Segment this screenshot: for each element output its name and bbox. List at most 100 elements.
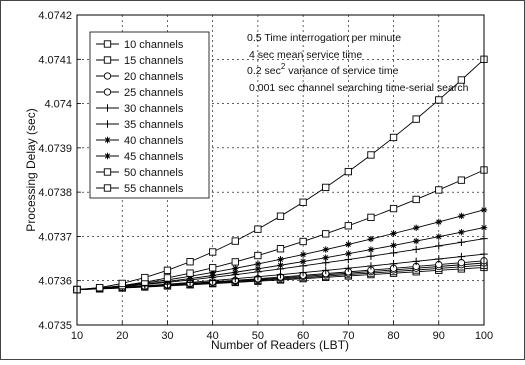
y-tick-label-4: 4.0739 [38,143,72,155]
tick-labels: 10 20 30 40 50 60 70 80 90 100 4.0735 4.0736 4.0737 4… [38,10,493,342]
y-tick-label-7: 4.0742 [38,10,72,22]
x-tick-label-60: 60 [297,330,309,342]
data-point-s9-p9 [276,212,285,220]
data-point-s6-p14 [390,242,397,249]
legend-marker-1 [103,56,112,64]
legend-entry-5: 35 channels [96,119,184,131]
data-point-s9-p17 [457,76,466,84]
data-point-s5-p16 [435,242,443,250]
data-point-s7-p12 [345,241,352,248]
data-point-s4-p11 [322,266,330,275]
legend-entry-6: 40 channels [96,135,184,147]
data-point-s9-p8 [254,225,262,233]
legend-marker-4 [103,104,112,112]
data-point-s7-p8 [254,260,262,268]
data-point-s9-p12 [344,167,352,176]
legend-label-2: 20 channels [124,71,184,83]
x-tick-label-100: 100 [475,330,493,342]
annotation-variance: 0.2 sec2 variance of service time [247,62,399,77]
data-point-s9-p14 [389,133,398,142]
data-point-s6-p8 [254,265,262,273]
legend-marker-8 [103,168,112,176]
data-point-s8-p9 [276,245,285,253]
data-point-s3-p17 [457,259,466,267]
x-tick-label-10: 10 [71,330,83,342]
data-point-s9-p2 [118,279,126,288]
data-point-s9-p1 [95,283,104,292]
data-point-s9-p5 [186,258,194,266]
x-tick-label-30: 30 [161,330,173,342]
data-point-s8-p13 [367,213,375,222]
x-tick-label-80: 80 [387,330,399,342]
data-point-s5-p14 [389,249,398,257]
data-point-s5-p13 [367,252,375,260]
x-tick-label-40: 40 [207,330,219,342]
data-point-s7-p9 [277,256,284,263]
data-point-s9-p11 [322,183,330,192]
data-point-s5-p15 [412,245,420,254]
data-point-s8-p15 [412,195,420,204]
legend: 10 channels 15 channels 20 channels 25 chan… [89,31,210,199]
legend-label-6: 40 channels [124,135,184,147]
annotation-block: 0.5 Time interrogation per minute 4 sec … [247,32,469,94]
legend-label-8: 50 channels [124,167,184,179]
data-point-s8-p10 [299,237,307,246]
y-tick-label-2: 4.0737 [38,231,72,243]
x-tick-label-70: 70 [342,330,354,342]
data-point-s6-p11 [322,254,329,261]
data-point-s9-p16 [435,96,443,104]
x-tick-label-50: 50 [252,330,264,342]
data-point-s9-p15 [412,115,420,123]
annotation-interrogation: 0.5 Time interrogation per minute [247,32,401,44]
data-point-s4-p13 [367,262,375,270]
legend-marker-9 [103,184,112,192]
legend-marker-2 [103,72,112,80]
data-point-s5-p12 [344,255,353,264]
data-point-s6-p15 [412,237,420,245]
data-point-s9-p4 [163,266,172,274]
legend-entry-3: 25 channels [96,87,184,99]
data-point-s8-p5 [186,269,194,277]
data-point-s7-p13 [367,235,375,243]
plot-frame [76,14,485,326]
legend-entry-7: 45 channels [96,151,184,163]
legend-label-0: 10 channels [124,39,184,51]
y-tick-label-1: 4.0736 [38,276,72,288]
data-point-s4-p17 [457,252,466,261]
legend-entry-9: 55 channels [96,183,184,195]
data-point-s8-p7 [231,258,239,266]
data-point-s6-p10 [299,258,307,265]
annotation-variance-rest: variance of service time [285,65,398,77]
data-point-s4-p16 [435,255,443,263]
data-point-s7-p14 [390,230,397,237]
data-point-s4-p10 [299,268,307,277]
data-point-s9-p3 [141,273,149,282]
data-point-s6-p12 [345,250,352,257]
legend-entry-8: 50 channels [96,167,184,179]
data-point-s8-p17 [457,176,466,184]
data-point-s7-p10 [299,251,307,258]
data-point-s6-p9 [277,262,284,269]
data-point-s7-p17 [458,212,465,220]
data-point-s8-p16 [435,186,443,194]
data-point-s9-p6 [209,248,217,256]
data-point-s6-p17 [458,228,465,236]
annotation-channel-searching: 0.001 sec channel searching time-serial … [249,82,469,94]
data-point-s6-p7 [232,269,239,276]
legend-label-4: 30 channels [124,103,184,115]
legend-label-9: 55 channels [124,183,184,195]
legend-label-5: 35 channels [124,119,184,131]
legend-label-7: 45 channels [124,151,184,163]
legend-entry-1: 15 channels [96,55,184,67]
legend-entry-4: 30 channels [96,103,184,115]
legend-label-1: 15 channels [124,55,184,67]
data-point-s5-p17 [457,238,466,246]
data-point-s6-p16 [435,233,442,240]
series-group [73,55,488,294]
data-point-s8-p12 [344,222,352,230]
legend-marker-6 [104,136,111,144]
annotation-variance-value: 0.2 sec [247,65,281,77]
